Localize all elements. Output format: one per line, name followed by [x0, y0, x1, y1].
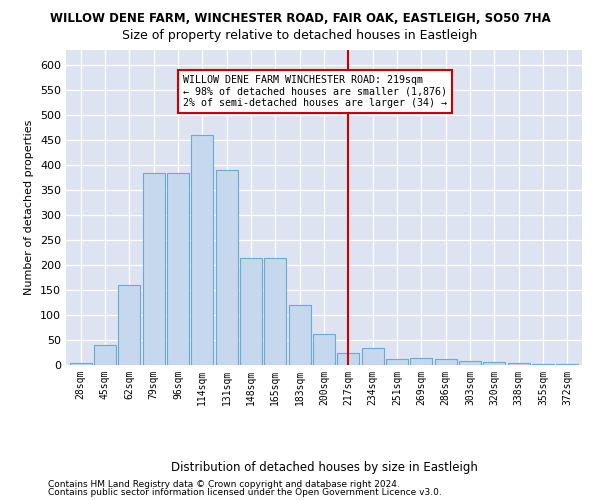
Bar	[70, 362, 92, 365]
Bar	[410, 358, 433, 365]
Text: Contains public sector information licensed under the Open Government Licence v3: Contains public sector information licen…	[48, 488, 442, 497]
Bar	[484, 362, 505, 365]
Text: WILLOW DENE FARM, WINCHESTER ROAD, FAIR OAK, EASTLEIGH, SO50 7HA: WILLOW DENE FARM, WINCHESTER ROAD, FAIR …	[50, 12, 550, 26]
Y-axis label: Number of detached properties: Number of detached properties	[25, 120, 34, 295]
Bar	[313, 334, 335, 365]
Bar	[143, 172, 164, 365]
Bar	[556, 364, 578, 365]
Bar	[289, 305, 311, 365]
Bar	[532, 364, 554, 365]
Bar	[191, 135, 213, 365]
Bar	[386, 359, 408, 365]
Bar	[167, 172, 189, 365]
Bar	[240, 258, 262, 365]
Bar	[459, 361, 481, 365]
X-axis label: Distribution of detached houses by size in Eastleigh: Distribution of detached houses by size …	[170, 460, 478, 473]
Bar	[215, 170, 238, 365]
Text: WILLOW DENE FARM WINCHESTER ROAD: 219sqm
← 98% of detached houses are smaller (1: WILLOW DENE FARM WINCHESTER ROAD: 219sqm…	[183, 75, 447, 108]
Bar	[337, 352, 359, 365]
Bar	[94, 345, 116, 365]
Bar	[508, 362, 530, 365]
Bar	[265, 258, 286, 365]
Text: Size of property relative to detached houses in Eastleigh: Size of property relative to detached ho…	[122, 29, 478, 42]
Text: Contains HM Land Registry data © Crown copyright and database right 2024.: Contains HM Land Registry data © Crown c…	[48, 480, 400, 489]
Bar	[435, 359, 457, 365]
Bar	[118, 285, 140, 365]
Bar	[362, 348, 383, 365]
